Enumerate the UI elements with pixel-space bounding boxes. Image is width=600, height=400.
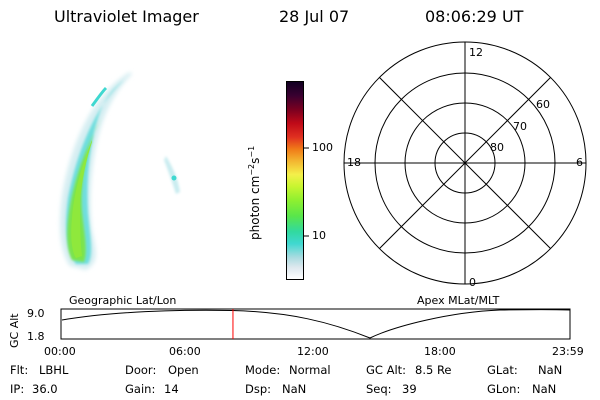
colorbar-tick-100: 100 [312, 141, 333, 154]
gcalt-value: 8.5 Re [415, 363, 452, 377]
door-label: Door: [125, 363, 157, 377]
timeline-left-title: Geographic Lat/Lon [69, 294, 177, 307]
aurora-oval [60, 72, 132, 270]
mlt-label-0: 0 [469, 276, 476, 289]
mlt-label-18: 18 [347, 156, 361, 169]
mode-label: Mode: [245, 363, 281, 377]
dsp-value: NaN [282, 382, 307, 396]
mlt-label-12: 12 [469, 46, 483, 59]
timeline-xtick-4: 23:59 [552, 345, 584, 358]
altitude-curve [61, 309, 571, 339]
glat-value: NaN [538, 363, 563, 377]
lat-label-70: 70 [513, 120, 527, 133]
colorbar-tick-10: 10 [312, 229, 326, 242]
color-scale-bar [286, 81, 304, 280]
ip-label: IP: [10, 382, 25, 396]
glon-label: GLon: [487, 382, 521, 396]
seq-value: 39 [402, 382, 417, 396]
gain-label: Gain: [125, 382, 156, 396]
flt-label: Flt: [10, 363, 29, 377]
polar-diagonal-2 [379, 77, 551, 249]
gain-value: 14 [164, 382, 179, 396]
timeline-xtick-2: 12:00 [297, 345, 329, 358]
gcalt-label: GC Alt: [366, 363, 407, 377]
timeline-right-title: Apex MLat/MLT [417, 294, 500, 307]
glat-label: GLat: [487, 363, 518, 377]
timeline-frame [60, 308, 571, 340]
instrument-title: Ultraviolet Imager [54, 7, 199, 26]
lat-label-80: 80 [490, 141, 504, 154]
door-value: Open [168, 363, 199, 377]
lat-label-60: 60 [536, 98, 550, 111]
timeline-ytick-bottom: 1.8 [27, 330, 45, 343]
mode-value: Normal [289, 363, 331, 377]
glon-value: NaN [532, 382, 557, 396]
image-date: 28 Jul 07 [279, 7, 350, 26]
dsp-label: Dsp: [245, 382, 272, 396]
mlt-label-6: 6 [576, 156, 583, 169]
timeline-xtick-3: 18:00 [424, 345, 456, 358]
timeline-ytick-top: 9.0 [27, 307, 45, 320]
image-time: 08:06:29 UT [425, 7, 524, 26]
timeline-xtick-0: 00:00 [44, 345, 76, 358]
timeline-xtick-1: 06:00 [169, 345, 201, 358]
flt-value: LBHL [39, 363, 69, 377]
aurora-spot [164, 156, 180, 194]
ip-value: 36.0 [32, 382, 58, 396]
seq-label: Seq: [366, 382, 392, 396]
